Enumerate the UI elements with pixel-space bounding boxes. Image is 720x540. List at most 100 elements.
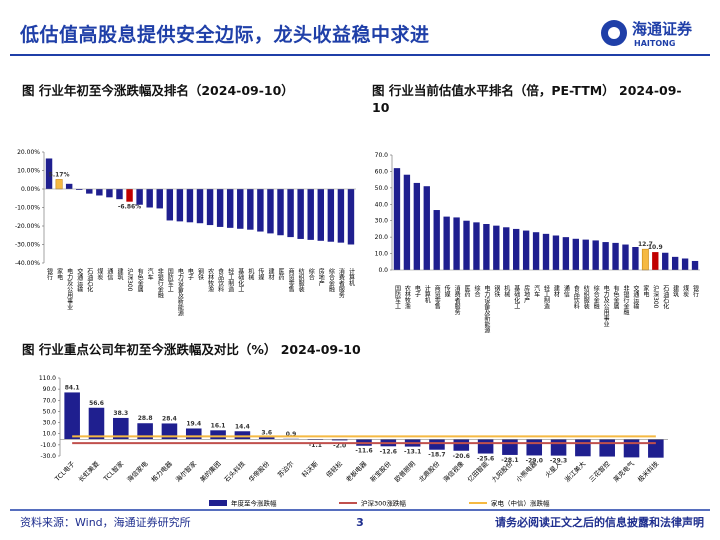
data-label: -29.3 bbox=[550, 458, 567, 465]
bar bbox=[237, 189, 244, 229]
bar bbox=[347, 189, 355, 245]
data-label: -6.86% bbox=[118, 204, 141, 211]
bar bbox=[453, 217, 460, 270]
bar bbox=[287, 189, 294, 238]
bar bbox=[493, 225, 500, 270]
x-tick-label: 沪深300 bbox=[652, 284, 659, 308]
chart-title: 图 行业重点公司年初至今涨跌幅及对比（%） 2024-09-10 bbox=[22, 342, 361, 357]
x-tick-label: 机械 bbox=[247, 267, 254, 281]
data-label: -20.6 bbox=[453, 453, 470, 460]
y-tick-label: 70.0 bbox=[43, 397, 57, 404]
y-tick-label: 20.0 bbox=[375, 234, 389, 241]
data-label: -18.7 bbox=[428, 452, 445, 459]
x-tick-label: 交通运输 bbox=[632, 284, 639, 310]
bar bbox=[247, 189, 254, 230]
y-tick-label: 90.0 bbox=[43, 386, 57, 393]
bar bbox=[641, 248, 649, 271]
slide-title: 低估值高股息提供安全边际，龙头收益稳中求进 bbox=[20, 24, 430, 46]
x-tick-label: 交通运输 bbox=[76, 267, 83, 293]
x-tick-label: 汽车 bbox=[146, 267, 153, 281]
bar bbox=[126, 189, 133, 202]
data-label: 28.8 bbox=[138, 415, 153, 422]
x-tick-label: 轻工制造 bbox=[227, 267, 234, 293]
x-tick-label: 消费者服务 bbox=[453, 284, 460, 316]
x-tick-label: 电子 bbox=[186, 267, 193, 280]
x-tick-label: 医药 bbox=[277, 268, 284, 281]
y-tick-label: -40.00% bbox=[15, 260, 40, 267]
x-tick-label: 家电 bbox=[56, 267, 63, 280]
x-tick-label: 华帝股份 bbox=[246, 459, 271, 484]
x-tick-label: 海尔智家 bbox=[173, 459, 198, 484]
y-tick-label: -20.00% bbox=[15, 223, 40, 230]
bar bbox=[234, 431, 251, 440]
x-tick-label: 通信 bbox=[106, 267, 113, 281]
x-tick-label: 海信家电 bbox=[125, 459, 150, 484]
bar bbox=[116, 189, 123, 200]
x-tick-label: 商贸零售 bbox=[287, 267, 294, 293]
bar bbox=[76, 189, 83, 190]
x-tick-label: 基础化工 bbox=[237, 267, 244, 292]
logo-en: HAITONG bbox=[634, 39, 675, 48]
data-label: 84.1 bbox=[65, 384, 80, 391]
x-tick-label: 沪深300 bbox=[126, 267, 133, 291]
x-tick-label: 银行 bbox=[46, 267, 53, 281]
bar bbox=[106, 189, 113, 198]
x-tick-label: 极米科技 bbox=[636, 459, 661, 484]
y-tick-label: 60.0 bbox=[375, 168, 389, 175]
y-tick-label: 70.0 bbox=[375, 152, 389, 159]
x-tick-label: 有色金属 bbox=[612, 284, 619, 310]
x-tick-label: 钢铁 bbox=[197, 267, 204, 281]
x-tick-label: 轻工制造 bbox=[543, 284, 550, 310]
bar bbox=[277, 189, 284, 236]
x-tick-label: TCL电子 bbox=[52, 459, 77, 484]
y-tick-label: 50.0 bbox=[375, 185, 389, 192]
y-tick-label: 50.0 bbox=[43, 408, 57, 415]
y-tick-label: 110.0 bbox=[39, 375, 56, 382]
x-tick-label: 计算机 bbox=[347, 267, 354, 287]
legend-label: 沪深300涨跌幅 bbox=[361, 499, 406, 508]
x-tick-label: 综合金融 bbox=[327, 267, 334, 293]
data-label: 10.9 bbox=[648, 244, 663, 251]
data-label: -12.6 bbox=[380, 448, 397, 455]
x-tick-label: 电力设备及新能源 bbox=[176, 267, 183, 317]
bar bbox=[210, 430, 226, 440]
x-tick-label: 国防军工 bbox=[166, 268, 173, 292]
x-tick-label: 传媒 bbox=[257, 267, 264, 281]
chart-title: 图 行业年初至今涨跌幅及排名（2024-09-10） bbox=[22, 83, 294, 98]
footer-disclaimer: 请务必阅读正文之后的信息披露和法律声明 bbox=[495, 515, 704, 529]
bar bbox=[463, 220, 470, 270]
bar bbox=[623, 439, 640, 458]
bar bbox=[307, 439, 324, 440]
data-label: 28.4 bbox=[162, 415, 177, 422]
bar bbox=[45, 158, 53, 189]
x-tick-label: 基础化工 bbox=[513, 284, 520, 309]
data-label: -2.0 bbox=[333, 442, 346, 449]
data-label: 0.9 bbox=[286, 431, 297, 438]
bar bbox=[575, 439, 591, 457]
x-tick-label: 国防军工 bbox=[393, 285, 400, 309]
x-tick-label: 非银行金融 bbox=[622, 284, 629, 316]
x-tick-label: 石头科技 bbox=[222, 459, 247, 484]
bar bbox=[662, 252, 669, 270]
x-tick-label: 格力电器 bbox=[149, 459, 174, 484]
bar bbox=[622, 244, 629, 270]
bar bbox=[331, 439, 348, 441]
bar bbox=[522, 230, 530, 270]
logo-icon-inner bbox=[608, 27, 620, 39]
bar bbox=[65, 183, 73, 189]
bar bbox=[327, 189, 335, 242]
y-tick-label: 10.0 bbox=[43, 431, 57, 438]
bar bbox=[582, 239, 589, 270]
bar bbox=[513, 228, 520, 270]
data-label: 56.6 bbox=[89, 400, 104, 407]
bar bbox=[572, 238, 579, 270]
bar bbox=[532, 232, 540, 270]
y-tick-label: 40.0 bbox=[375, 201, 389, 208]
data-label: -11.6 bbox=[355, 448, 372, 455]
bar bbox=[88, 407, 105, 440]
legend-label: 年度至今涨跌幅 bbox=[231, 499, 277, 508]
bar bbox=[393, 168, 401, 270]
y-tick-label: 30.0 bbox=[375, 218, 389, 225]
